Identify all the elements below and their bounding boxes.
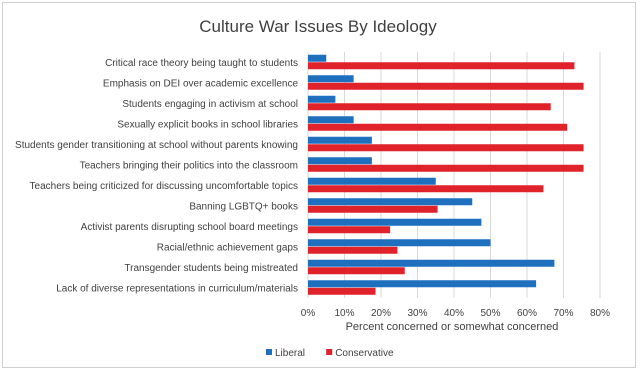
x-tick-label: 60% <box>517 308 537 319</box>
bar-conservative <box>308 185 544 193</box>
bar-conservative <box>308 144 584 152</box>
bar-liberal <box>308 177 436 185</box>
category-label: Teachers being criticized for discussing… <box>30 181 298 192</box>
legend-swatch <box>326 349 333 355</box>
x-tick-labels: 0% 10% 20% 30% 40% 50% 60% 70% 80% <box>301 308 610 319</box>
category-label: Sexually explicit books in school librar… <box>117 119 298 130</box>
bar-conservative <box>308 246 398 254</box>
x-tick-label: 50% <box>480 308 500 319</box>
x-tick-label: 20% <box>371 308 391 319</box>
legend: Liberal Conservative <box>266 348 394 359</box>
legend-swatch <box>266 349 272 355</box>
bar-liberal <box>308 157 372 165</box>
category-label: Emphasis on DEI over academic excellence <box>103 78 299 89</box>
legend-label: Liberal <box>275 348 305 359</box>
category-label: Teachers bringing their politics into th… <box>80 160 298 171</box>
bar-conservative <box>308 82 584 90</box>
category-label: Students engaging in activism at school <box>122 99 298 110</box>
category-labels: Critical race theory being taught to stu… <box>15 58 298 295</box>
bar-liberal <box>308 239 491 247</box>
x-axis-label: Percent concerned or somewhat concerned <box>346 321 559 333</box>
category-label: Activist parents disrupting school board… <box>81 222 298 233</box>
bar-liberal <box>308 280 537 288</box>
bar-liberal <box>308 95 336 103</box>
bar-liberal <box>308 54 327 62</box>
bar-conservative <box>308 226 391 234</box>
bar-liberal <box>308 75 354 83</box>
bar-conservative <box>308 205 438 213</box>
category-label: Transgender students being mistreated <box>124 263 298 274</box>
bar-conservative <box>308 164 584 172</box>
category-label: Lack of diverse representations in curri… <box>56 283 298 294</box>
x-tick-label: 30% <box>407 308 427 319</box>
x-tick-label: 80% <box>590 308 610 319</box>
bars <box>308 54 584 295</box>
chart-title: Culture War Issues By Ideology <box>199 17 437 36</box>
bar-conservative <box>308 123 568 131</box>
category-label: Students gender transitioning at school … <box>15 140 298 151</box>
bar-liberal <box>308 198 473 206</box>
bar-conservative <box>308 287 376 295</box>
bar-liberal <box>308 259 555 267</box>
bar-liberal <box>308 136 372 144</box>
bar-liberal <box>308 116 354 124</box>
x-tick-label: 10% <box>334 308 354 319</box>
x-tick-label: 40% <box>444 308 464 319</box>
x-tick-label: 70% <box>553 308 573 319</box>
bar-conservative <box>308 62 575 70</box>
x-tick-label: 0% <box>301 308 316 319</box>
category-label: Banning LGBTQ+ books <box>189 201 298 212</box>
legend-label: Conservative <box>335 348 394 359</box>
bar-conservative <box>308 267 405 275</box>
bar-conservative <box>308 103 551 111</box>
category-label: Critical race theory being taught to stu… <box>105 58 298 69</box>
category-label: Racial/ethnic achievement gaps <box>157 242 298 253</box>
bar-liberal <box>308 218 482 226</box>
grid-lines <box>307 52 601 298</box>
